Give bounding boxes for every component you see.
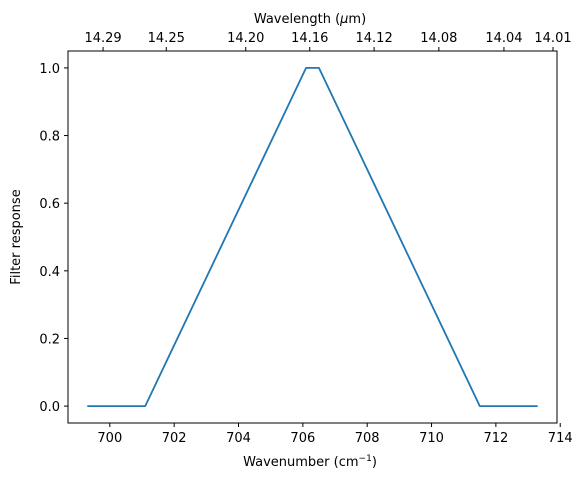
y-tick-label: 0.6 [39, 197, 60, 212]
top-tick-label: 14.20 [227, 31, 264, 46]
x-axis-label: Wavenumber (cm−1) [243, 454, 377, 470]
x-tick-label: 712 [483, 431, 508, 446]
top-tick-label: 14.01 [534, 31, 571, 46]
y-tick-label: 0.2 [39, 332, 60, 347]
x-tick-label: 700 [97, 431, 122, 446]
top-tick-label: 14.16 [291, 31, 328, 46]
y-tick-label: 0.0 [39, 400, 60, 415]
y-tick-label: 1.0 [39, 62, 60, 77]
x-axis-label-exponent: −1 [359, 454, 372, 464]
x-tick-label: 706 [290, 431, 315, 446]
y-tick-label: 0.4 [39, 265, 60, 280]
top-tick-label: 14.25 [148, 31, 185, 46]
top-axis-label-unit: m) [348, 12, 366, 27]
x-tick-label: 710 [419, 431, 444, 446]
bottom-axis: 700 702 704 706 708 710 712 714 [97, 423, 573, 446]
series-line [87, 67, 538, 407]
x-tick-label: 702 [162, 431, 187, 446]
plot-frame [67, 50, 558, 424]
top-tick-label: 14.12 [356, 31, 393, 46]
x-tick-label: 708 [355, 431, 380, 446]
top-axis-label: Wavelength (μm) [254, 12, 366, 27]
x-tick-label: 704 [226, 431, 251, 446]
x-tick-label: 714 [548, 431, 573, 446]
top-tick-label: 14.04 [485, 31, 522, 46]
top-tick-label: 14.29 [84, 31, 121, 46]
y-tick-label: 0.8 [39, 130, 60, 145]
y-axis-label: Filter response [9, 189, 24, 284]
top-axis: 14.29 14.25 14.20 14.16 14.12 14.08 14.04 14.01 [84, 31, 572, 51]
top-axis-label-mu: μ [339, 12, 348, 27]
left-axis: 0.0 0.2 0.4 0.6 0.8 1.0 [39, 62, 68, 415]
top-tick-label: 14.08 [420, 31, 457, 46]
x-axis-label-close: ) [372, 455, 377, 470]
